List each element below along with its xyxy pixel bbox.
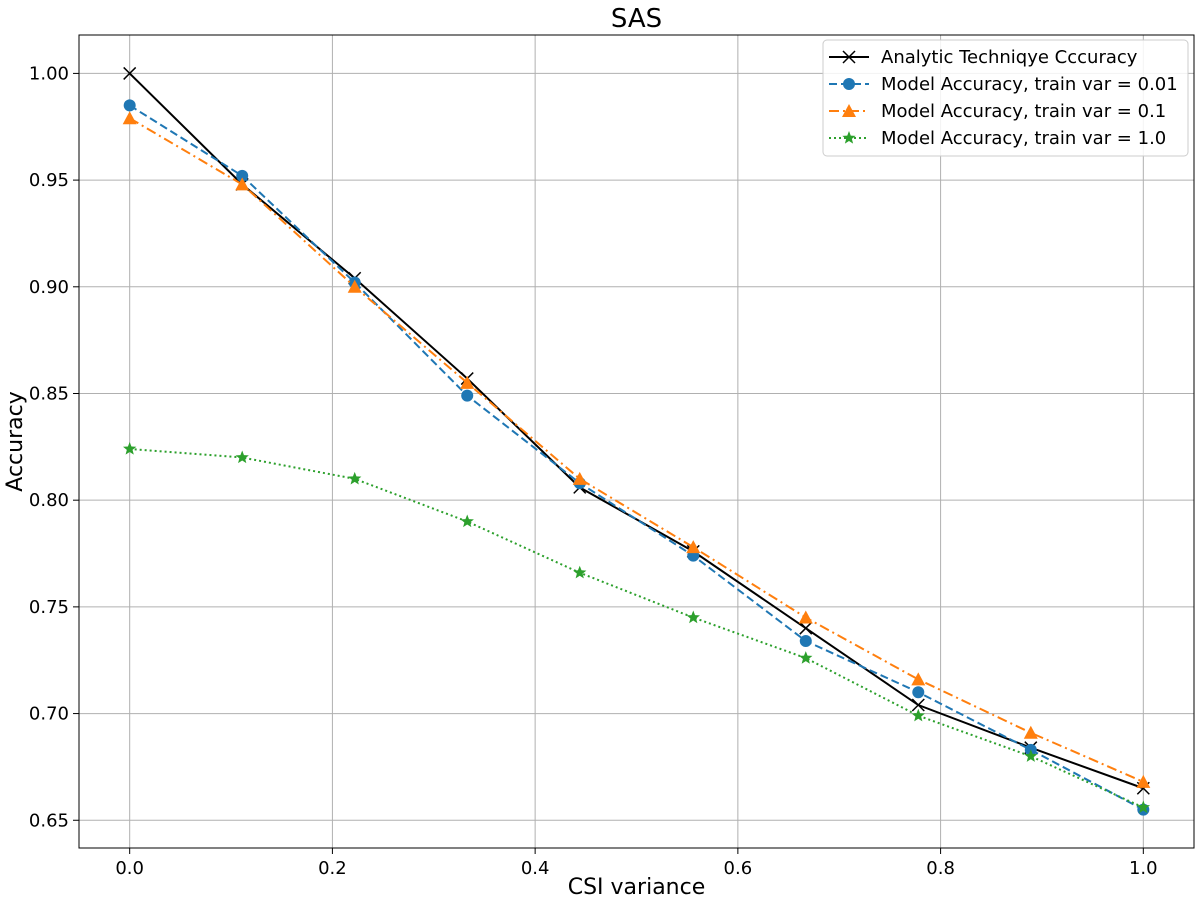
data-point [911,708,925,722]
x-tick-label: 0.2 [318,858,347,879]
y-tick-label: 0.75 [29,597,69,618]
series-2 [123,99,1150,816]
data-point [347,279,362,293]
legend-item: Model Accuracy, train var = 0.01 [829,74,1178,95]
data-point [123,99,136,112]
x-axis-label: CSI variance [568,875,706,900]
data-point [798,610,813,624]
data-point [1136,800,1150,814]
legend-marker [842,104,856,117]
data-point [686,610,700,624]
data-point [235,177,250,191]
series-4 [123,441,1150,814]
data-point [573,565,587,579]
chart-title: SAS [611,4,662,34]
legend: Analytic Techniqye Cccuracy Model Accurac… [822,39,1189,157]
data-point [686,540,701,554]
legend-marker [842,131,856,144]
data-point [123,66,137,80]
data-point [911,698,925,712]
data-point [461,389,474,402]
legend-label: Model Accuracy, train var = 1.0 [881,128,1166,149]
legend-item: Analytic Techniqye Cccuracy [829,47,1138,68]
y-tick-label: 0.70 [29,704,69,725]
data-point [235,450,249,464]
x-axis-ticks: 0.0 0.2 0.4 0.6 0.8 1.0 [115,848,1158,879]
y-tick-label: 1.00 [29,63,69,84]
series-line [129,104,1144,811]
series-1 [123,66,1150,795]
plot-frame [78,34,1195,849]
data-point [799,621,813,635]
grid [79,35,1194,848]
data-point [122,111,137,125]
legend-label: Model Accuracy, train var = 0.01 [881,74,1178,95]
x-tick-label: 0.6 [724,858,753,879]
legend-item: Model Accuracy, train var = 1.0 [829,128,1166,149]
data-point [1023,725,1038,739]
legend-marker [842,50,856,64]
data-point [1136,774,1151,788]
data-point [348,471,362,485]
series-3 [122,111,1151,788]
data-point [236,169,249,182]
legend-marker [843,78,855,90]
series-line [128,72,1144,790]
legend-box [822,39,1189,157]
y-axis-ticks: 0.65 0.70 0.75 0.80 0.85 0.90 0.95 1.00 [29,63,79,831]
x-tick-label: 0.4 [521,858,550,879]
data-point [912,686,925,699]
legend-item: Model Accuracy, train var = 0.1 [829,101,1166,122]
data-point [460,514,474,528]
y-tick-label: 0.95 [29,170,69,191]
y-tick-label: 0.90 [29,277,69,298]
series-line [129,447,1144,809]
data-point [799,651,813,664]
legend-label: Analytic Techniqye Cccuracy [881,47,1138,68]
data-point [799,635,812,648]
x-tick-label: 0.0 [115,858,144,879]
x-tick-label: 1.0 [1129,858,1158,879]
legend-label: Model Accuracy, train var = 0.1 [881,101,1166,122]
y-tick-label: 0.80 [29,490,69,511]
data-point [123,441,137,455]
series-group [122,66,1151,816]
y-tick-label: 0.85 [29,383,69,404]
data-point [1024,749,1038,762]
data-point [460,375,475,389]
data-point [572,471,587,485]
y-tick-label: 0.65 [29,810,69,831]
series-line [129,117,1144,783]
y-axis-label: Accuracy [3,391,28,491]
data-point [911,672,926,686]
x-tick-label: 0.8 [926,858,955,879]
